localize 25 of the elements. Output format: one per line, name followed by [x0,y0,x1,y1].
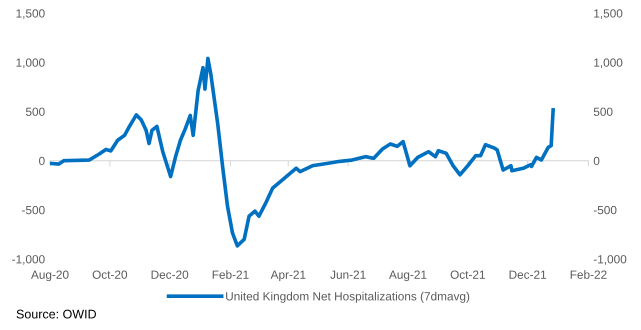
line-series [50,56,555,248]
x-tick-label: Feb-22 [570,270,607,279]
x-tick-label: Jun-21 [330,270,366,279]
y-tick-label: 500 [594,108,613,116]
y2-tick-label: 500 [26,108,45,116]
y2-tick-label: 0 [39,156,45,166]
x-tick-label: Dec-20 [152,270,188,279]
y2-tick-label: 1,500 [16,9,45,19]
y2-tick-label: 1,000 [16,58,45,68]
y-tick-label: 0 [594,156,600,166]
y-tick-label: 1,500 [594,9,622,19]
x-tick-label: Aug-21 [388,270,426,282]
y-tick-label: 1,000 [594,58,622,68]
y-tick-label: -500 [594,206,616,214]
x-tick-label: Feb-21 [212,270,249,279]
x-tick-label: Apr-21 [270,270,306,282]
y2-tick-label: -500 [22,206,45,214]
x-tick-label: Oct-20 [92,270,128,279]
x-tick-label: Dec-21 [510,270,546,279]
y-tick-label: -1,000 [594,255,626,265]
x-tick-label: Aug-20 [30,270,69,282]
legend-label: United Kingdom Net Hospitalizations (7dmavg) [226,292,470,303]
source-note: Source: OWID [16,310,96,319]
y2-tick-label: -1,000 [12,255,45,265]
x-tick-label: Oct-21 [450,270,485,279]
